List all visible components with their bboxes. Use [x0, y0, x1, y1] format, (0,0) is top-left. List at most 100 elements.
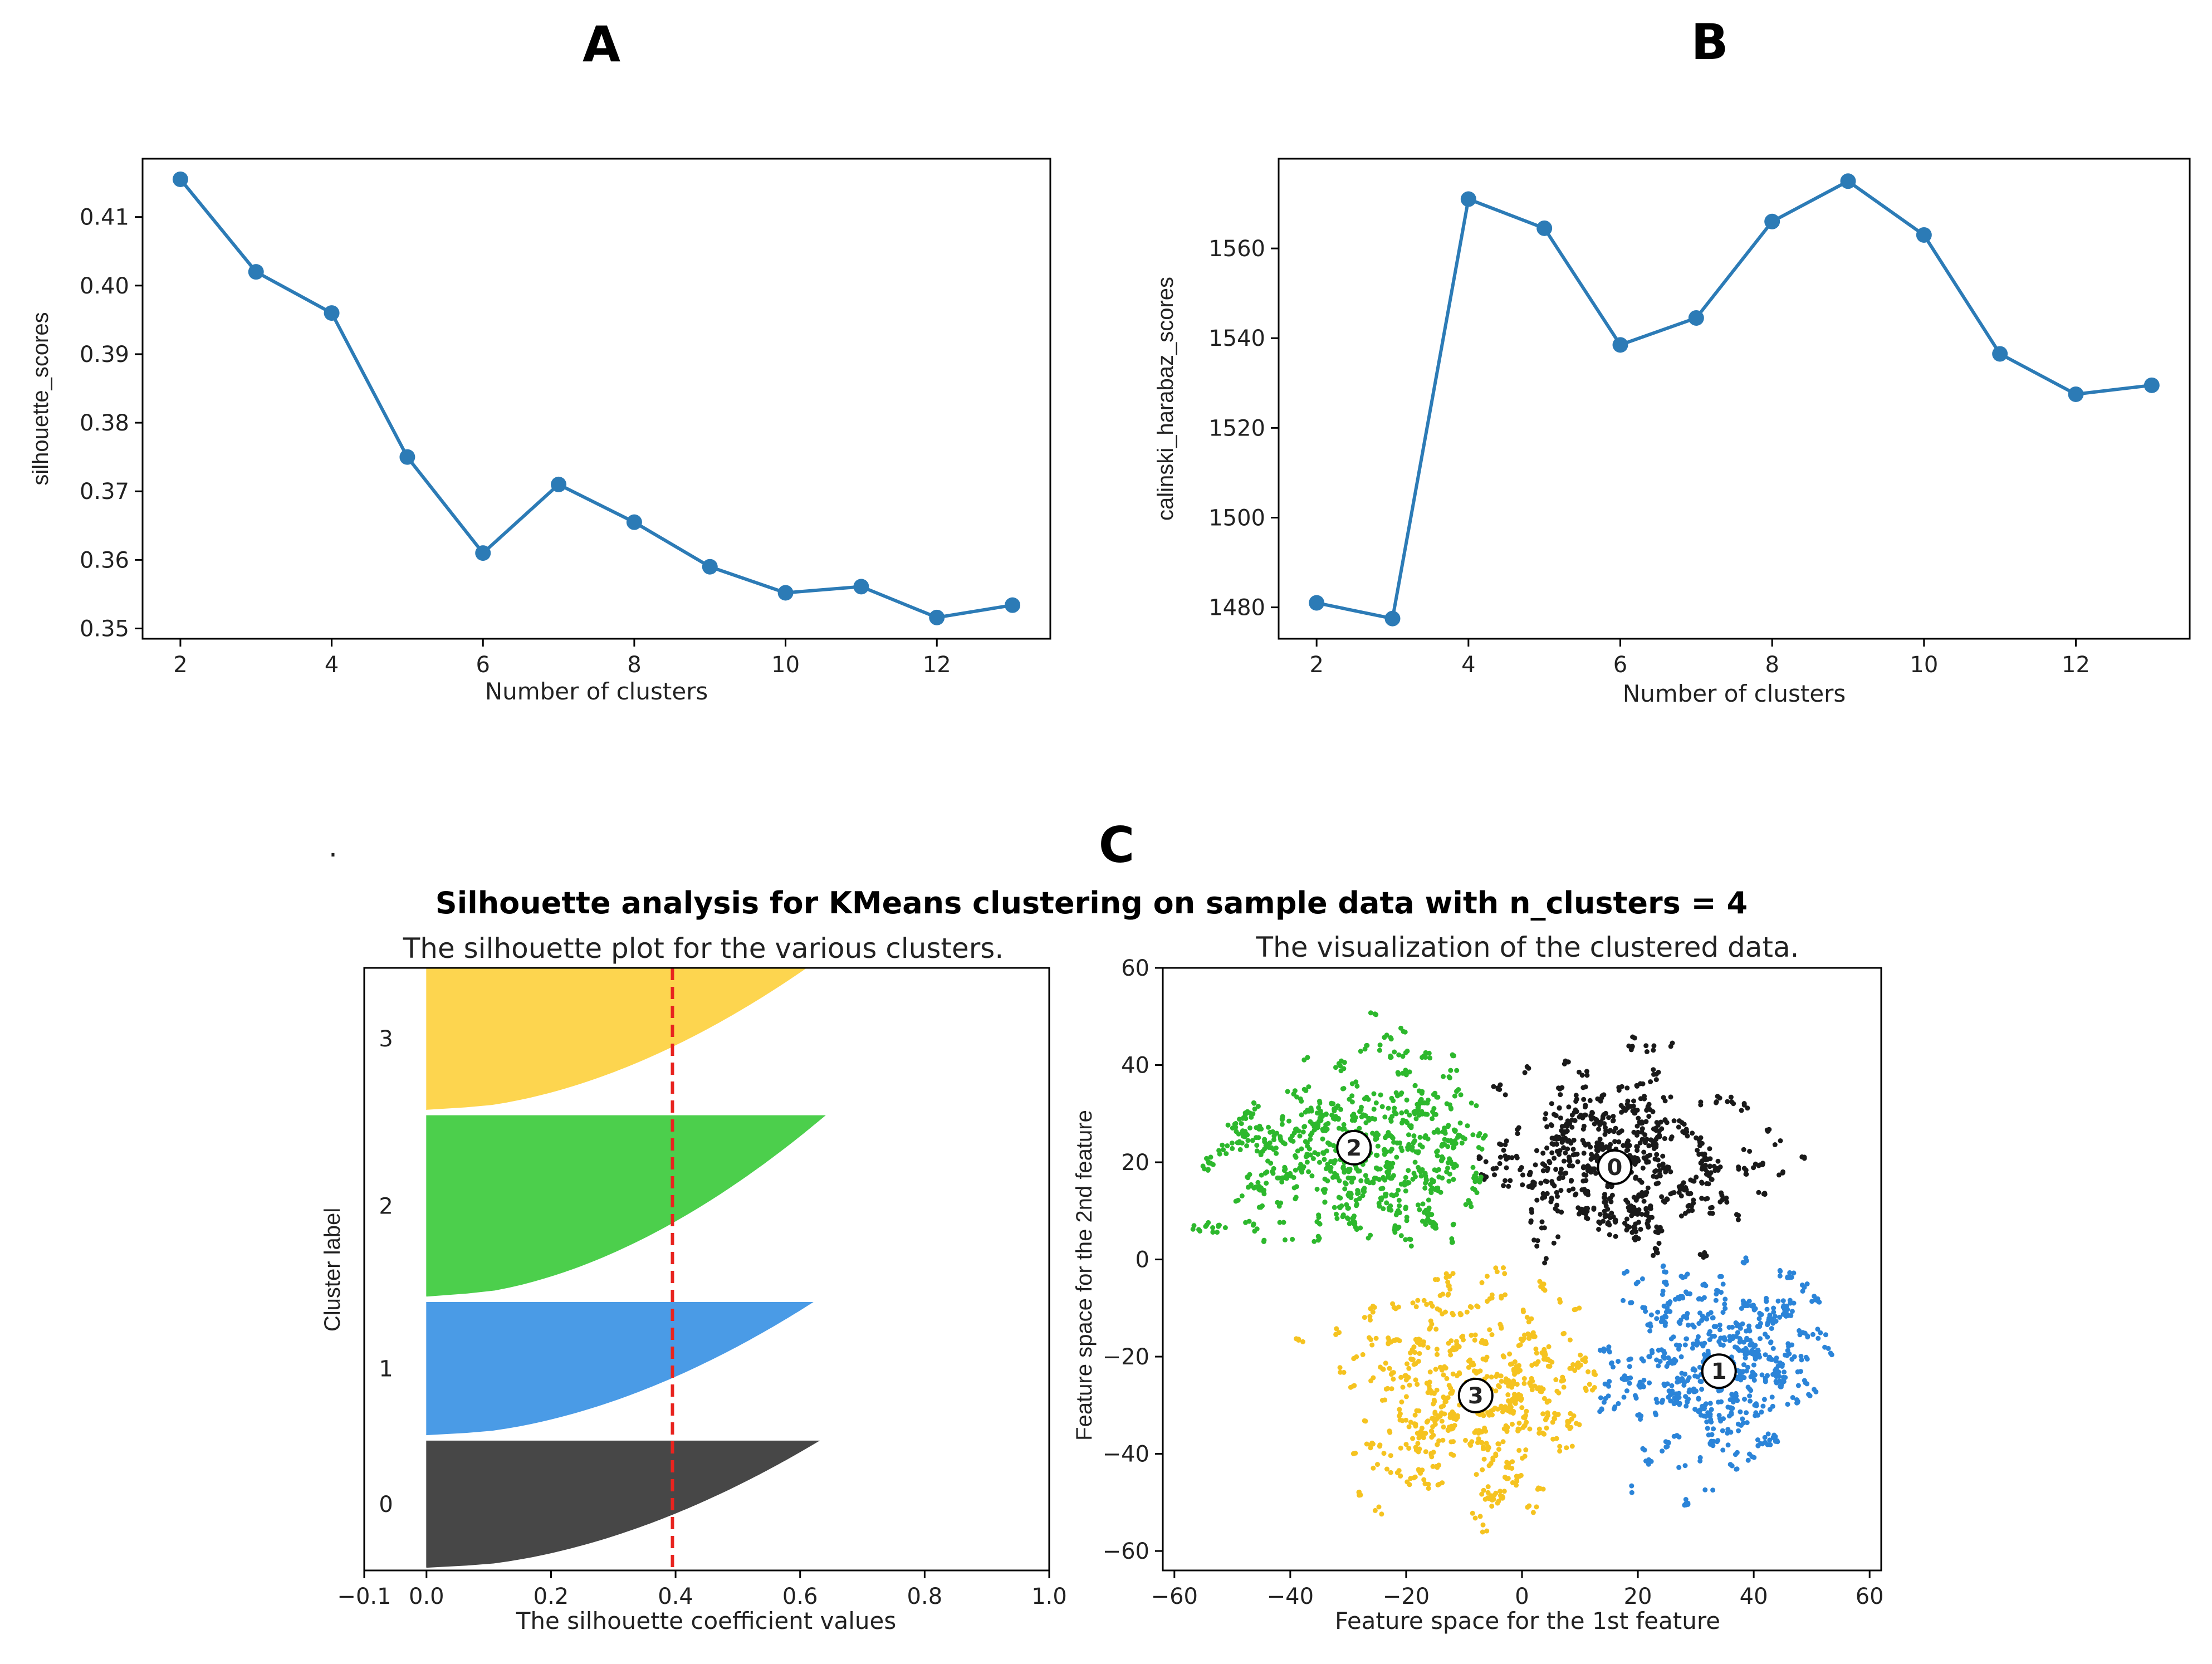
scatter-point-cluster-3	[1362, 1315, 1367, 1320]
scatter-point-cluster-2	[1304, 1159, 1310, 1165]
scatter-point-cluster-1	[1656, 1363, 1661, 1369]
scatter-point-cluster-2	[1397, 1203, 1402, 1208]
scatter-point-cluster-1	[1640, 1446, 1646, 1451]
scatter-point-cluster-1	[1654, 1316, 1660, 1322]
scatter-point-cluster-2	[1474, 1190, 1480, 1196]
scatter-point-cluster-3	[1496, 1441, 1502, 1447]
scatter-point-cluster-0	[1668, 1094, 1673, 1100]
scatter-point-cluster-0	[1660, 1153, 1666, 1159]
scatter-point-cluster-1	[1703, 1401, 1709, 1407]
scatter-point-cluster-1	[1780, 1374, 1786, 1380]
scatter-point-cluster-2	[1370, 1130, 1376, 1136]
scatter-point-cluster-0	[1602, 1121, 1607, 1127]
scatter-point-cluster-3	[1440, 1291, 1446, 1297]
scatter-point-cluster-1	[1708, 1310, 1714, 1315]
scatter-point-cluster-3	[1473, 1370, 1479, 1376]
scatter-point-cluster-3	[1430, 1464, 1436, 1469]
scatter-point-cluster-3	[1505, 1425, 1510, 1430]
scatter-point-cluster-0	[1656, 1181, 1661, 1186]
scatter-point-cluster-0	[1661, 1095, 1666, 1100]
scatter-point-cluster-2	[1473, 1174, 1479, 1180]
scatter-point-cluster-3	[1443, 1366, 1448, 1371]
scatter-point-cluster-2	[1274, 1151, 1279, 1156]
scatter-point-cluster-1	[1676, 1319, 1682, 1325]
scatter-point-cluster-1	[1716, 1413, 1722, 1418]
chart-c-scatter: 0 1 2 3 −60 −40 −20 0 20 40 60 −60 −40 −20 0 20 40 60 Fe…	[1072, 956, 1884, 1634]
scatter-point-cluster-3	[1386, 1335, 1391, 1340]
scatter-point-cluster-3	[1403, 1373, 1408, 1378]
chart-b-point	[1536, 220, 1553, 236]
scatter-point-cluster-1	[1770, 1403, 1775, 1409]
scatter-point-cluster-0	[1709, 1205, 1715, 1210]
scatter-point-cluster-2	[1311, 1239, 1317, 1244]
scatter-point-cluster-3	[1450, 1271, 1456, 1276]
scatter-point-cluster-3	[1375, 1462, 1380, 1467]
scatter-point-cluster-0	[1676, 1124, 1681, 1130]
scatter-point-cluster-0	[1535, 1238, 1540, 1244]
scatter-point-cluster-0	[1719, 1190, 1724, 1196]
scatter-point-cluster-1	[1714, 1291, 1719, 1297]
scatter-point-cluster-3	[1495, 1406, 1500, 1412]
scatter-point-cluster-1	[1710, 1443, 1716, 1448]
scatter-point-cluster-2	[1308, 1137, 1313, 1142]
scatter-point-cluster-0	[1707, 1146, 1712, 1152]
scatter-point-cluster-2	[1208, 1154, 1213, 1160]
scatter-point-cluster-2	[1216, 1222, 1221, 1228]
chart-a-ytick-label: 0.41	[80, 205, 129, 231]
scatter-point-cluster-0	[1610, 1118, 1616, 1124]
scatter-point-cluster-1	[1692, 1373, 1698, 1379]
scatter-point-cluster-3	[1421, 1477, 1427, 1482]
scatter-point-cluster-2	[1418, 1169, 1423, 1175]
c-right-ytick-label: 0	[1136, 1247, 1149, 1273]
scatter-point-cluster-2	[1245, 1138, 1251, 1143]
scatter-point-cluster-0	[1712, 1168, 1718, 1173]
scatter-point-cluster-2	[1322, 1190, 1327, 1195]
scatter-point-cluster-3	[1435, 1306, 1440, 1311]
scatter-point-cluster-0	[1690, 1130, 1695, 1136]
scatter-point-cluster-0	[1583, 1112, 1588, 1118]
chart-b-point	[1612, 337, 1628, 353]
scatter-point-cluster-3	[1514, 1477, 1520, 1482]
scatter-point-cluster-3	[1523, 1420, 1529, 1426]
scatter-point-cluster-2	[1405, 1147, 1411, 1152]
scatter-point-cluster-2	[1427, 1055, 1433, 1061]
scatter-point-cluster-2	[1341, 1066, 1347, 1071]
scatter-point-cluster-2	[1465, 1123, 1470, 1129]
scatter-point-cluster-3	[1535, 1359, 1541, 1364]
c-right-ytick-label: 20	[1121, 1150, 1149, 1176]
scatter-point-cluster-3	[1364, 1441, 1369, 1447]
c-left-xtick-label: 0.6	[782, 1584, 818, 1609]
scatter-point-cluster-0	[1651, 1071, 1656, 1077]
scatter-point-cluster-0	[1659, 1126, 1665, 1132]
scatter-point-cluster-3	[1484, 1274, 1490, 1279]
scatter-point-cluster-2	[1451, 1127, 1457, 1133]
scatter-point-cluster-3	[1371, 1465, 1376, 1471]
scatter-point-cluster-2	[1410, 1144, 1415, 1150]
cluster-center-marker-1	[1701, 1353, 1737, 1389]
scatter-point-cluster-2	[1190, 1226, 1196, 1232]
scatter-point-cluster-2	[1316, 1212, 1322, 1218]
scatter-point-cluster-0	[1567, 1158, 1573, 1164]
scatter-point-cluster-1	[1797, 1328, 1802, 1333]
scatter-point-cluster-2	[1244, 1143, 1250, 1148]
scatter-point-cluster-2	[1324, 1127, 1330, 1132]
scatter-point-cluster-1	[1752, 1402, 1758, 1408]
scatter-point-cluster-2	[1479, 1147, 1485, 1152]
scatter-point-cluster-0	[1650, 1109, 1656, 1114]
scatter-point-cluster-1	[1638, 1413, 1644, 1418]
scatter-point-cluster-2	[1375, 1143, 1381, 1149]
scatter-point-cluster-2	[1297, 1133, 1303, 1139]
scatter-point-cluster-3	[1387, 1366, 1392, 1371]
chart-a-xtick-label: 6	[476, 652, 490, 678]
scatter-point-cluster-3	[1415, 1382, 1420, 1387]
scatter-point-cluster-1	[1735, 1347, 1741, 1352]
scatter-point-cluster-1	[1673, 1358, 1678, 1364]
scatter-point-cluster-3	[1444, 1376, 1450, 1381]
scatter-point-cluster-0	[1627, 1143, 1632, 1148]
scatter-point-cluster-1	[1713, 1298, 1719, 1303]
scatter-point-cluster-1	[1629, 1300, 1634, 1305]
scatter-point-cluster-0	[1646, 1225, 1651, 1230]
scatter-point-cluster-1	[1653, 1397, 1659, 1402]
scatter-point-cluster-2	[1314, 1219, 1320, 1225]
scatter-point-cluster-2	[1368, 1010, 1373, 1016]
